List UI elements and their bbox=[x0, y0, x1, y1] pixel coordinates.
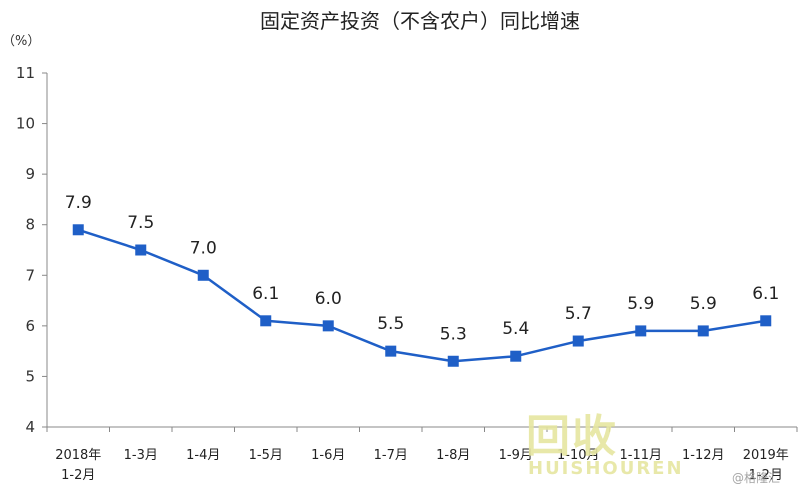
data-label: 5.5 bbox=[377, 314, 404, 334]
x-tick-label: 1-12月 bbox=[682, 448, 725, 463]
y-axis-unit: （%） bbox=[2, 34, 40, 49]
data-label: 5.3 bbox=[440, 324, 467, 344]
data-label: 5.7 bbox=[565, 304, 592, 324]
data-point bbox=[385, 345, 397, 357]
data-point bbox=[72, 224, 84, 236]
data-point bbox=[635, 325, 647, 337]
y-tick-label: 11 bbox=[16, 64, 35, 82]
x-tick-label: 1-4月 bbox=[186, 448, 220, 463]
data-labels: 7.9 7.5 7.0 6.1 6.0 5.5 5.3 5.4 5.7 5.9 5.9 6.1 bbox=[65, 193, 780, 344]
y-tick-label: 6 bbox=[25, 317, 35, 335]
data-label: 5.9 bbox=[690, 294, 717, 314]
data-point bbox=[322, 320, 334, 332]
data-points bbox=[72, 224, 772, 367]
x-tick-label: 1-5月 bbox=[249, 448, 283, 463]
x-tick-label: 1-2月 bbox=[749, 468, 783, 483]
data-point bbox=[760, 315, 772, 327]
x-tick-label: 1-6月 bbox=[311, 448, 345, 463]
x-tick-label: 1-9月 bbox=[499, 448, 533, 463]
data-label: 5.4 bbox=[502, 319, 529, 339]
data-point bbox=[135, 244, 147, 256]
data-label: 6.1 bbox=[752, 284, 779, 304]
data-point bbox=[260, 315, 272, 327]
y-tick-label: 8 bbox=[25, 216, 35, 234]
y-axis: 11 10 9 8 7 6 5 4 bbox=[16, 64, 48, 436]
data-point bbox=[572, 335, 584, 347]
data-label: 6.0 bbox=[315, 289, 342, 309]
x-tick-label: 1-8月 bbox=[436, 448, 470, 463]
series-polyline bbox=[77, 228, 766, 363]
y-tick-label: 9 bbox=[25, 165, 35, 183]
data-label: 7.9 bbox=[65, 193, 92, 213]
x-tick-label: 1-2月 bbox=[61, 468, 95, 483]
data-label: 7.0 bbox=[190, 238, 217, 258]
data-point bbox=[697, 325, 709, 337]
series-line bbox=[77, 228, 766, 363]
x-tick-label: 1-7月 bbox=[374, 448, 408, 463]
data-point bbox=[447, 355, 459, 367]
x-tick-label: 1-3月 bbox=[124, 448, 158, 463]
x-tick-label: 1-11月 bbox=[619, 448, 662, 463]
x-tick-label: 2018年 bbox=[55, 448, 101, 463]
data-point bbox=[197, 269, 209, 281]
data-label: 5.9 bbox=[627, 294, 654, 314]
data-label: 7.5 bbox=[127, 213, 154, 233]
chart-title: 固定资产投资（不含农户）同比增速 bbox=[260, 9, 580, 33]
data-point bbox=[510, 350, 522, 362]
x-tick-label: 2019年 bbox=[743, 448, 789, 463]
x-tick-label: 1-10月 bbox=[557, 448, 600, 463]
y-tick-label: 7 bbox=[25, 266, 35, 284]
y-tick-label: 4 bbox=[25, 418, 35, 436]
y-tick-label: 5 bbox=[25, 367, 35, 385]
x-axis: 2018年 1-2月 1-3月 1-4月 1-5月 1-6月 1-7月 1-8月 1-9月 1-1… bbox=[46, 426, 798, 483]
data-label: 6.1 bbox=[252, 284, 279, 304]
y-tick-label: 10 bbox=[16, 115, 35, 133]
